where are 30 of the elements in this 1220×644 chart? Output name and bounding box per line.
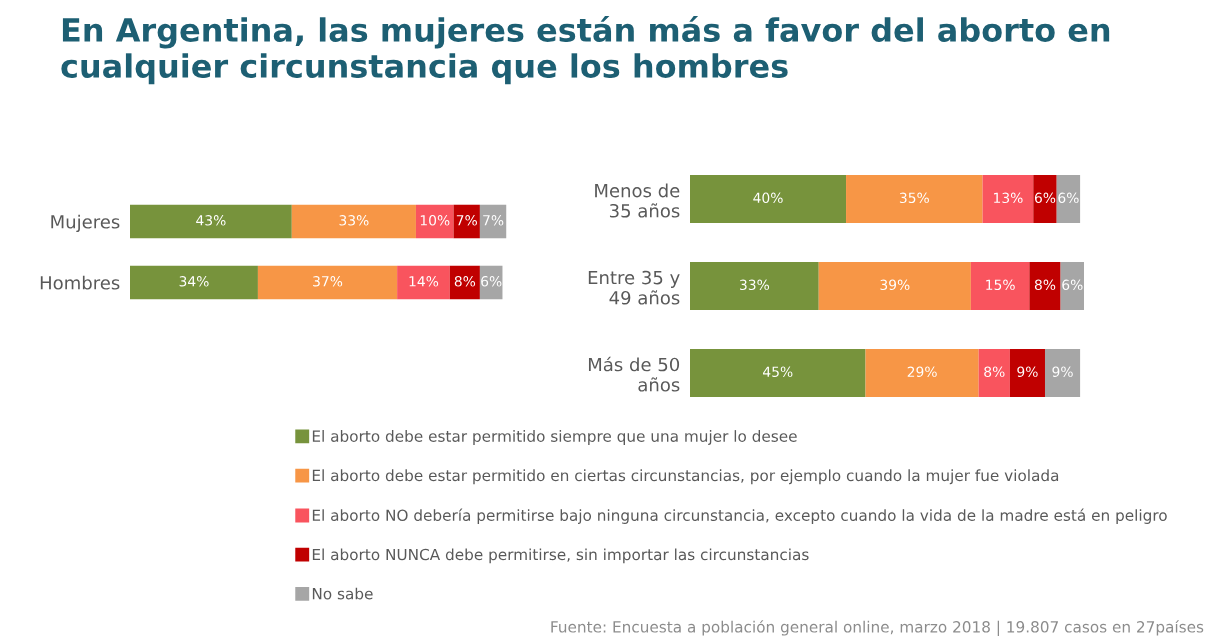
- category-label: Entre 35 y 49 años: [588, 270, 680, 305]
- bar: [130, 204, 292, 239]
- bar: [453, 204, 480, 239]
- bar: [690, 349, 866, 397]
- bar: [982, 175, 1034, 223]
- category-label: Hombres: [40, 275, 120, 290]
- bar: [1060, 262, 1084, 310]
- bar: [397, 265, 450, 300]
- bar: [1009, 349, 1045, 397]
- bar: [257, 265, 398, 300]
- bar: [479, 204, 507, 239]
- bar: [449, 265, 480, 300]
- bar: [1029, 262, 1061, 310]
- bar: [1056, 175, 1081, 223]
- bar: [970, 262, 1030, 310]
- category-label: Mujeres: [51, 214, 120, 233]
- bar: [415, 204, 454, 239]
- bar: [1033, 175, 1057, 223]
- text: En Argentina, las mujeres están más a favor del aborto en cualquier circunstancia que los hombres: [61, 16, 1110, 85]
- bar: [1044, 349, 1081, 397]
- bar: [690, 262, 819, 310]
- bar: [846, 175, 983, 223]
- category-label: Menos de 35 años: [595, 183, 680, 218]
- bar: [865, 349, 979, 397]
- bar: [978, 349, 1010, 397]
- category-label: Más de 50 años: [588, 356, 680, 392]
- bar: [291, 204, 416, 239]
- bar: [818, 262, 971, 310]
- bar: [690, 175, 847, 223]
- bar: [130, 265, 258, 300]
